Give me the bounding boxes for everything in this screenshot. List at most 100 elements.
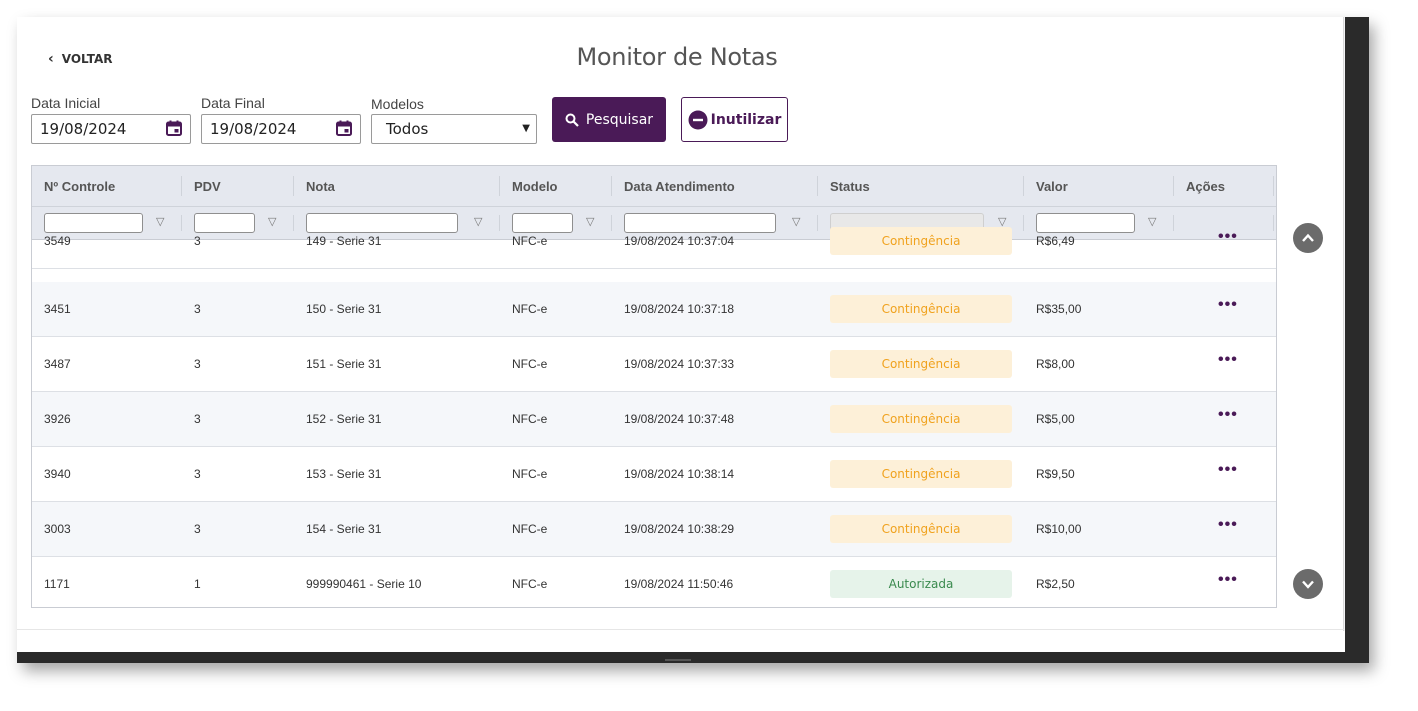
- cell-nota: 153 - Serie 31: [306, 467, 382, 481]
- inutilizar-button[interactable]: Inutilizar: [681, 97, 788, 142]
- column-separator: [1173, 215, 1174, 231]
- cell-valor: R$9,50: [1036, 467, 1075, 481]
- cell-modelo: NFC-e: [512, 522, 548, 536]
- more-horizontal-icon[interactable]: •••: [1218, 516, 1238, 533]
- column-header-pdv[interactable]: PDV: [194, 179, 221, 194]
- table-row[interactable]: 3940 3 153 - Serie 31 NFC-e 19/08/2024 10:38…: [32, 447, 1276, 502]
- scroll-up-button[interactable]: [1293, 223, 1323, 253]
- cell-controle: 3940: [44, 467, 71, 481]
- more-horizontal-icon[interactable]: •••: [1218, 461, 1238, 478]
- column-separator: [611, 176, 612, 196]
- table-row[interactable]: 3549 3 149 - Serie 31 NFC-e 19/08/2024 10:37…: [32, 227, 1276, 269]
- filter-icon[interactable]: ▽: [586, 216, 595, 228]
- column-separator: [293, 215, 294, 231]
- cell-data: 19/08/2024 10:37:18: [624, 302, 735, 316]
- resize-handle[interactable]: [665, 659, 691, 661]
- cell-data: 19/08/2024 10:37:04: [624, 234, 735, 248]
- filter-icon[interactable]: ▽: [1148, 216, 1157, 228]
- more-horizontal-icon[interactable]: •••: [1218, 296, 1238, 313]
- filter-icon[interactable]: ▽: [792, 216, 801, 228]
- divider: [17, 629, 1344, 630]
- filter-valor-input[interactable]: [1036, 213, 1135, 233]
- cell-pdv: 3: [194, 234, 201, 248]
- cell-controle: 3549: [44, 234, 71, 248]
- status-badge: Contingência: [830, 350, 1012, 378]
- status-badge: Autorizada: [830, 570, 1012, 598]
- data-inicial-label: Data Inicial: [31, 95, 101, 111]
- table-row[interactable]: 3926 3 152 - Serie 31 NFC-e 19/08/2024 10:37…: [32, 392, 1276, 447]
- page-title: Monitor de Notas: [576, 43, 778, 71]
- cell-pdv: 3: [194, 412, 201, 426]
- cell-valor: R$35,00: [1036, 302, 1082, 316]
- column-separator: [611, 215, 612, 231]
- cell-valor: R$2,50: [1036, 577, 1075, 591]
- cell-pdv: 3: [194, 302, 201, 316]
- chevron-down-icon: [1302, 580, 1314, 589]
- column-separator: [499, 176, 500, 196]
- cell-valor: R$8,00: [1036, 357, 1075, 371]
- status-badge: Contingência: [830, 227, 1012, 255]
- filter-icon[interactable]: ▽: [156, 216, 165, 228]
- caret-down-icon: ▼: [522, 123, 530, 134]
- filter-pdv-input[interactable]: [194, 213, 255, 233]
- data-inicial-value: 19/08/2024: [40, 120, 127, 138]
- cell-modelo: NFC-e: [512, 467, 548, 481]
- cell-data: 19/08/2024 10:37:33: [624, 357, 735, 371]
- cell-nota: 149 - Serie 31: [306, 234, 382, 248]
- filter-modelo-input[interactable]: [512, 213, 573, 233]
- column-separator: [1273, 215, 1274, 231]
- more-horizontal-icon[interactable]: •••: [1218, 351, 1238, 368]
- column-header-acoes: Ações: [1186, 179, 1226, 194]
- column-separator: [293, 176, 294, 196]
- cell-data: 19/08/2024 10:37:48: [624, 412, 735, 426]
- table-row[interactable]: 3003 3 154 - Serie 31 NFC-e 19/08/2024 10:38…: [32, 502, 1276, 557]
- cell-nota: 154 - Serie 31: [306, 522, 382, 536]
- filter-icon[interactable]: ▽: [474, 216, 483, 228]
- notes-grid: Nº Controle PDV Nota Modelo Data Atendim…: [31, 165, 1277, 608]
- modelos-select[interactable]: Todos ▼: [371, 114, 537, 144]
- status-badge: Contingência: [830, 460, 1012, 488]
- cell-pdv: 3: [194, 467, 201, 481]
- cell-nota: 151 - Serie 31: [306, 357, 382, 371]
- more-horizontal-icon[interactable]: •••: [1218, 406, 1238, 423]
- filter-icon[interactable]: ▽: [268, 216, 277, 228]
- pesquisar-button[interactable]: Pesquisar: [552, 97, 666, 142]
- table-row[interactable]: 3487 3 151 - Serie 31 NFC-e 19/08/2024 10:37…: [32, 337, 1276, 392]
- column-header-valor[interactable]: Valor: [1036, 179, 1068, 194]
- table-row[interactable]: 1171 1 999990461 - Serie 10 NFC-e 19/08/2024…: [32, 557, 1276, 607]
- pesquisar-label: Pesquisar: [585, 111, 654, 128]
- column-header-modelo[interactable]: Modelo: [512, 179, 558, 194]
- column-header-row: Nº Controle PDV Nota Modelo Data Atendim…: [32, 166, 1276, 207]
- column-header-nota[interactable]: Nota: [306, 179, 335, 194]
- calendar-icon[interactable]: [166, 120, 182, 136]
- chevron-left-icon: ‹: [48, 51, 54, 67]
- inutilizar-label: Inutilizar: [710, 111, 782, 128]
- more-horizontal-icon[interactable]: •••: [1218, 571, 1238, 588]
- column-header-data[interactable]: Data Atendimento: [624, 179, 735, 194]
- cell-valor: R$6,49: [1036, 234, 1075, 248]
- cell-controle: 3003: [44, 522, 71, 536]
- cell-data: 19/08/2024 11:50:46: [624, 577, 734, 591]
- data-final-input[interactable]: 19/08/2024: [201, 114, 361, 144]
- column-header-status[interactable]: Status: [830, 179, 870, 194]
- back-button[interactable]: ‹ VOLTAR: [48, 50, 113, 68]
- more-horizontal-icon[interactable]: •••: [1218, 228, 1238, 245]
- column-header-controle[interactable]: Nº Controle: [44, 179, 116, 194]
- cell-valor: R$10,00: [1036, 522, 1082, 536]
- table-row[interactable]: 3451 3 150 - Serie 31 NFC-e 19/08/2024 10:37…: [32, 282, 1276, 337]
- status-badge: Contingência: [830, 405, 1012, 433]
- data-inicial-input[interactable]: 19/08/2024: [31, 114, 191, 144]
- filter-icon[interactable]: ▽: [998, 216, 1007, 228]
- calendar-icon[interactable]: [336, 120, 352, 136]
- cell-modelo: NFC-e: [512, 412, 548, 426]
- cell-data: 19/08/2024 10:38:29: [624, 522, 735, 536]
- column-separator: [181, 215, 182, 231]
- cell-nota: 152 - Serie 31: [306, 412, 382, 426]
- filter-nota-input[interactable]: [306, 213, 458, 233]
- scroll-down-button[interactable]: [1293, 569, 1323, 599]
- chevron-up-icon: [1302, 233, 1314, 242]
- cell-controle: 1171: [44, 577, 70, 591]
- filter-data-input[interactable]: [624, 213, 776, 233]
- filter-controle-input[interactable]: [44, 213, 143, 233]
- cell-pdv: 1: [194, 577, 201, 591]
